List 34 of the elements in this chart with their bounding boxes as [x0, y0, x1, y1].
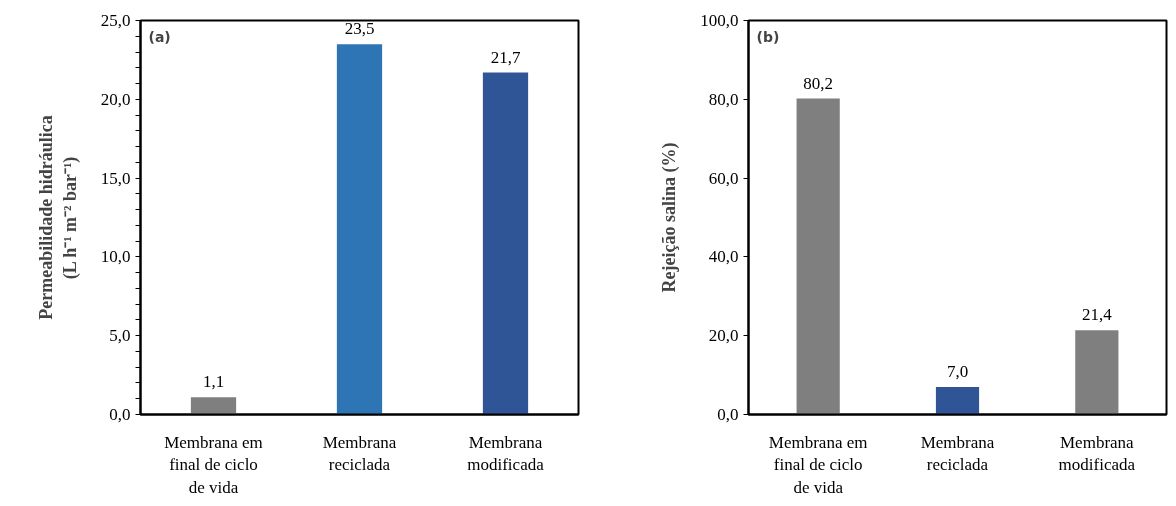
- data-label: 7,0: [946, 362, 969, 382]
- x-tick-label: Membrana em final de ciclo de vida: [768, 432, 868, 498]
- bar: [796, 98, 840, 415]
- annotation: (a): [148, 28, 171, 45]
- y-tick-label: 20,0: [100, 89, 131, 109]
- data-label: 1,1: [202, 372, 225, 392]
- x-tick-label: Membrana em final de ciclo de vida: [164, 432, 263, 498]
- y-axis-title: Rejeição salina (%): [659, 142, 681, 293]
- y-tick-label: 0,0: [717, 405, 739, 424]
- y-tick-label: 15,0: [100, 168, 131, 188]
- data-label: 80,2: [803, 73, 834, 93]
- bar: [190, 397, 237, 415]
- y-tick-label: 25,0: [100, 11, 131, 30]
- y-tick-label: 0,0: [109, 405, 131, 424]
- y-tick-label: 40,0: [708, 247, 739, 267]
- x-tick-label: Membrana reciclada: [920, 432, 995, 475]
- bar: [482, 72, 529, 415]
- data-label: 21,7: [490, 47, 521, 67]
- y-axis-title: Permeabilidade hidráulica (L h⁻¹ m⁻² bar⁻¹): [35, 115, 81, 320]
- data-label: 21,4: [1081, 305, 1113, 325]
- annotation: (b): [756, 28, 780, 45]
- bar: [336, 44, 383, 415]
- bar: [935, 386, 980, 415]
- data-label: 23,5: [344, 19, 375, 39]
- y-tick-label: 80,0: [708, 89, 739, 109]
- y-tick-label: 20,0: [708, 326, 739, 346]
- x-tick-label: Membrana reciclada: [322, 432, 397, 475]
- y-tick-label: 60,0: [708, 168, 739, 188]
- x-tick-label: Membrana modificada: [1058, 432, 1136, 475]
- bar: [1075, 330, 1119, 415]
- x-tick-label: Membrana modificada: [467, 432, 545, 475]
- y-tick-label: 100,0: [700, 11, 739, 30]
- y-tick-label: 10,0: [100, 247, 131, 267]
- y-tick-label: 5,0: [109, 326, 131, 346]
